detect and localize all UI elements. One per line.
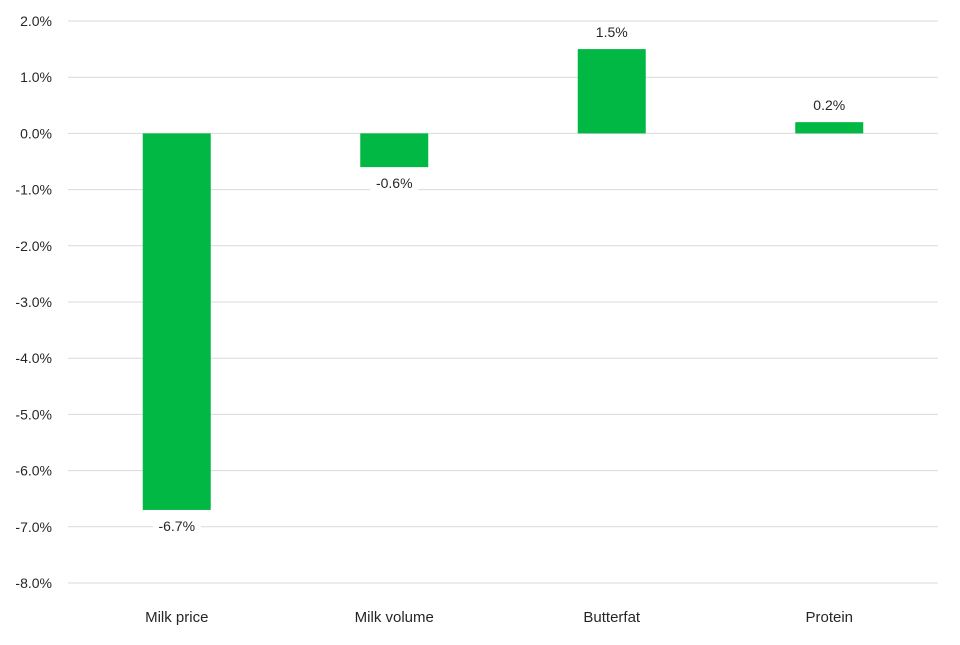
bar bbox=[142, 133, 211, 510]
x-category-label: Milk volume bbox=[355, 609, 434, 626]
data-label-background bbox=[805, 95, 854, 116]
y-tick-label: -8.0% bbox=[15, 575, 52, 591]
data-label-background bbox=[587, 22, 636, 43]
data-label: -6.7% bbox=[158, 518, 195, 534]
bar bbox=[360, 133, 429, 168]
y-tick-label: -5.0% bbox=[15, 406, 52, 422]
y-tick-label: -7.0% bbox=[15, 519, 52, 535]
y-tick-label: 2.0% bbox=[20, 13, 52, 29]
x-axis-category-labels: Milk price Milk volume Butterfat Protein bbox=[145, 609, 853, 626]
data-label: 0.2% bbox=[813, 97, 845, 113]
data-labels: -6.7% -0.6% 1.5% 0.2% bbox=[152, 22, 854, 536]
x-category-label: Protein bbox=[805, 609, 853, 626]
gridlines bbox=[68, 20, 938, 584]
y-tick-label: -2.0% bbox=[15, 238, 52, 254]
y-axis-tick-labels: 2.0% 1.0% 0.0% -1.0% -2.0% -3.0% -4.0% -5.0% -6.… bbox=[15, 13, 52, 591]
y-tick-label: 0.0% bbox=[20, 125, 52, 141]
data-label-background bbox=[152, 515, 201, 536]
y-tick-label: 1.0% bbox=[20, 69, 52, 85]
y-tick-label: -1.0% bbox=[15, 182, 52, 198]
data-label: 1.5% bbox=[596, 24, 628, 40]
y-tick-label: -6.0% bbox=[15, 463, 52, 479]
bar bbox=[577, 49, 646, 134]
data-label: -0.6% bbox=[376, 175, 413, 191]
bar bbox=[795, 122, 864, 134]
x-category-label: Milk price bbox=[145, 609, 208, 626]
x-category-label: Butterfat bbox=[583, 609, 641, 626]
data-label-background bbox=[370, 173, 419, 194]
y-tick-label: -4.0% bbox=[15, 350, 52, 366]
y-tick-label: -3.0% bbox=[15, 294, 52, 310]
bars bbox=[142, 49, 864, 510]
